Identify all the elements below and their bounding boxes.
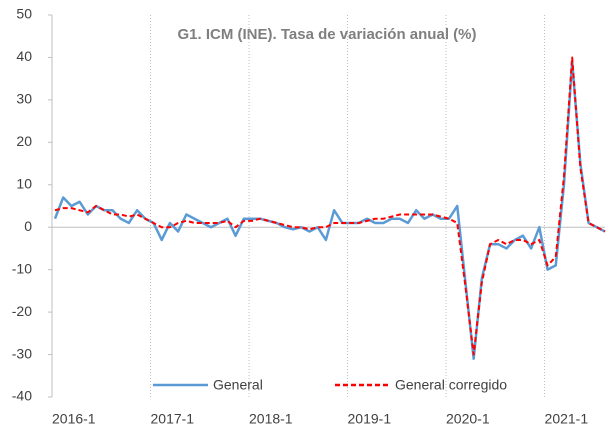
y-tick-label: 30 <box>16 91 32 107</box>
x-tick-label: 2016-1 <box>52 411 96 427</box>
x-tick-label: 2020-1 <box>446 411 490 427</box>
y-tick-label: 0 <box>24 218 32 234</box>
legend-label: General <box>213 377 263 393</box>
y-tick-label: 10 <box>16 175 32 191</box>
y-tick-label: 40 <box>16 48 32 64</box>
y-tick-label: -20 <box>12 303 32 319</box>
series-line <box>53 60 606 361</box>
y-tick-label: -10 <box>12 260 32 276</box>
y-tick-label: 50 <box>16 6 32 22</box>
legend-label: General corregido <box>395 377 507 393</box>
x-tick-label: 2019-1 <box>348 411 392 427</box>
x-tick-label: 2021-1 <box>545 411 589 427</box>
y-tick-label: 20 <box>16 133 32 149</box>
chart-title: G1. ICM (INE). Tasa de variación anual (… <box>178 26 477 43</box>
x-tick-label: 2017-1 <box>151 411 195 427</box>
y-tick-label: -40 <box>12 388 32 404</box>
x-tick-label: 2018-1 <box>249 411 293 427</box>
y-tick-label: -30 <box>12 345 32 361</box>
series-line <box>54 56 606 356</box>
